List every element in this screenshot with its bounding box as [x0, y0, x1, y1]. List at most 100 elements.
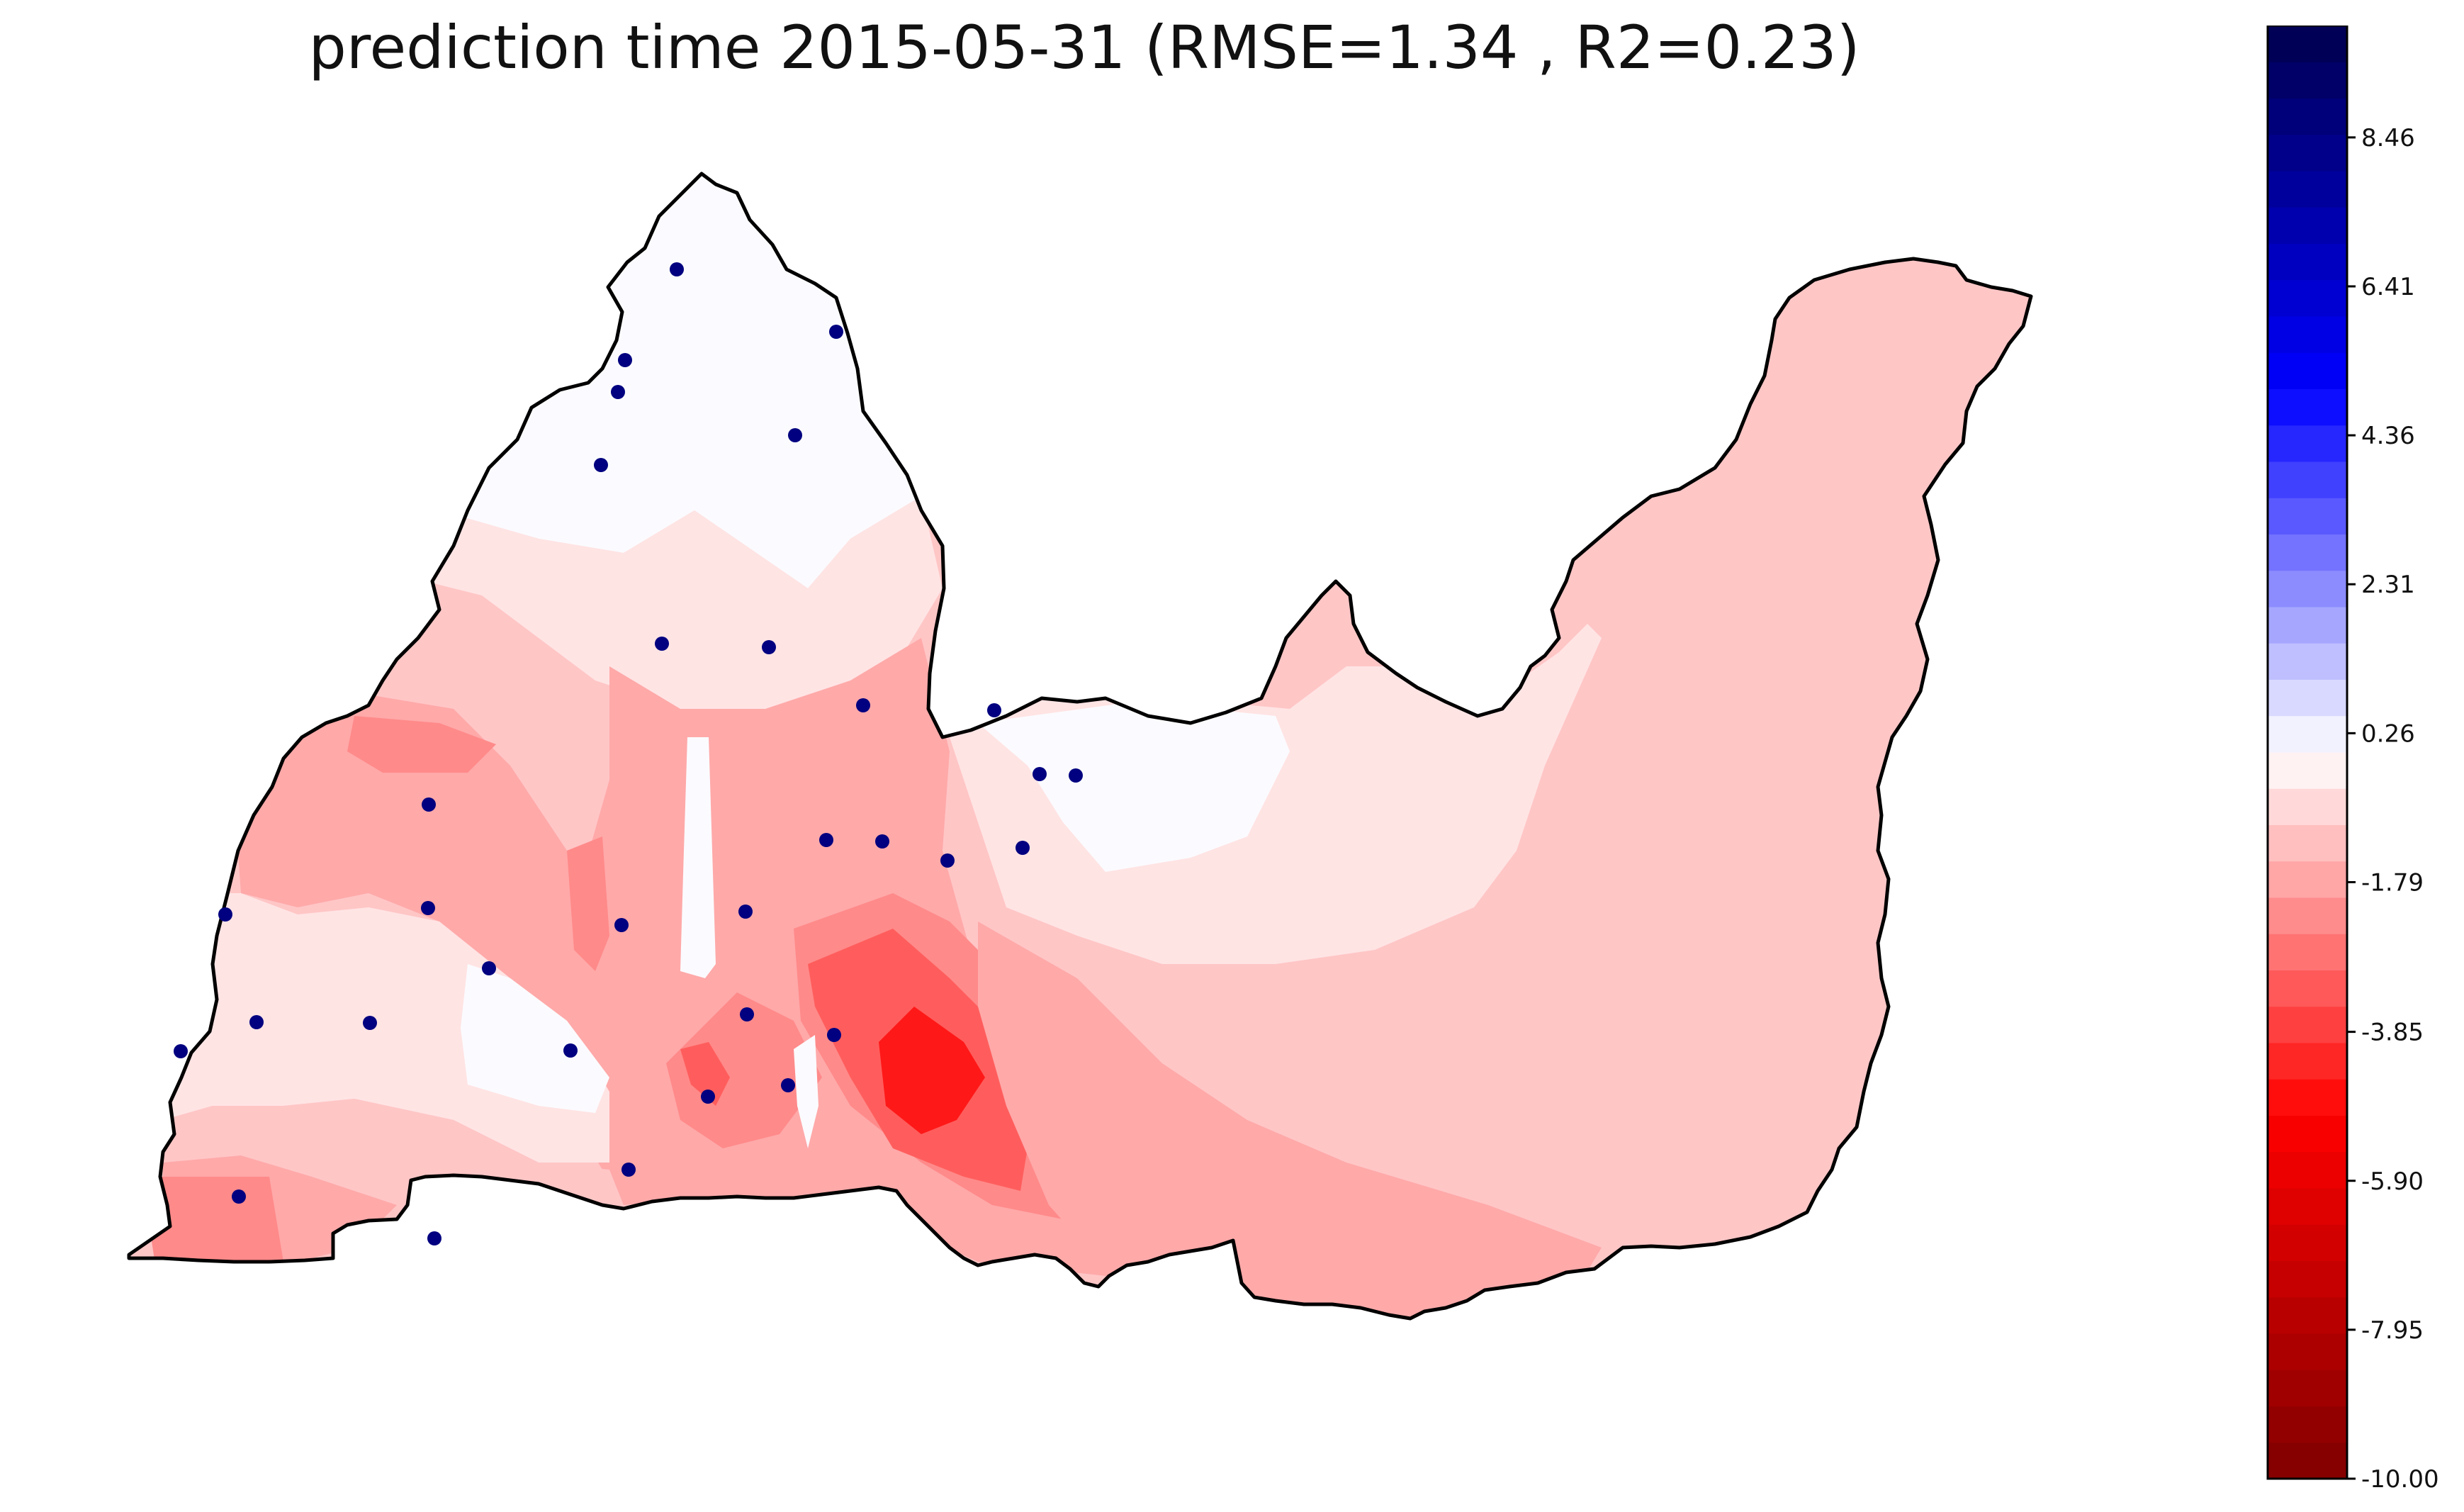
station-point: [856, 698, 870, 712]
colorbar-band: [2268, 1043, 2347, 1080]
colorbar-band: [2268, 861, 2347, 898]
colorbar-tick-label: 0.26: [2361, 719, 2415, 748]
station-point: [563, 1043, 578, 1058]
colorbar-band: [2268, 570, 2347, 607]
station-point: [875, 834, 889, 849]
colorbar-band: [2268, 316, 2347, 353]
contour-pale-patch: [163, 893, 609, 1163]
station-point: [363, 1016, 377, 1030]
colorbar-band: [2268, 643, 2347, 680]
colorbar-band: [2268, 1224, 2347, 1261]
contour-strong-patch: [347, 716, 496, 773]
colorbar-band: [2268, 1297, 2347, 1334]
colorbar-band: [2268, 171, 2347, 208]
station-point: [1033, 767, 1047, 781]
contour-strong-patch: [142, 1177, 283, 1269]
contour-mid-patch: [234, 695, 609, 1007]
colorbar-band: [2268, 1079, 2347, 1116]
contour-map: [127, 172, 2033, 1321]
colorbar-tick-label: 6.41: [2361, 273, 2415, 301]
station-point: [249, 1015, 264, 1029]
station-point: [701, 1090, 715, 1104]
station-point: [670, 262, 684, 276]
contour-white-patch: [680, 737, 716, 978]
colorbar-band: [2268, 461, 2347, 498]
colorbar-tick-label: 4.36: [2361, 422, 2415, 450]
colorbar-band: [2268, 1442, 2347, 1479]
chart-title: prediction time 2015-05-31 (RMSE=1.34 , …: [308, 13, 1860, 82]
contour-fills: [129, 174, 2031, 1318]
station-point: [655, 637, 669, 651]
contour-pale-patch: [383, 496, 943, 709]
colorbar-band: [2268, 1188, 2347, 1225]
colorbar-band: [2268, 534, 2347, 571]
colorbar-band: [2268, 752, 2347, 789]
station-point: [611, 385, 625, 399]
contour-white-patch: [461, 964, 609, 1113]
colorbar-tick-label: 2.31: [2361, 571, 2415, 599]
station-point: [174, 1044, 188, 1058]
station-point: [1016, 841, 1030, 855]
colorbar-band: [2268, 388, 2347, 426]
station-point: [232, 1189, 246, 1204]
colorbar-band: [2268, 98, 2347, 135]
contour-strong-patch: [567, 836, 609, 971]
colorbar: 8.46 6.41 4.36 2.31 0.26 -1.79 -3.85 -5.90 -7.95…: [2266, 26, 2439, 1494]
colorbar-band: [2268, 824, 2347, 862]
station-point: [422, 797, 436, 812]
contour-hot-patch: [680, 1042, 730, 1106]
station-point: [421, 901, 435, 915]
contour-mid-patch: [978, 922, 1602, 1318]
colorbar-band: [2268, 1370, 2347, 1406]
station-point: [781, 1078, 795, 1092]
colorbar-band: [2268, 1006, 2347, 1043]
station-point: [618, 353, 632, 367]
station-point: [819, 833, 833, 847]
station-point: [738, 905, 753, 919]
contour-strong-patch: [666, 992, 822, 1148]
station-point: [740, 1007, 754, 1021]
colorbar-band: [2268, 498, 2347, 534]
colorbar-tick-label: 8.46: [2361, 124, 2415, 152]
colorbar-band: [2268, 788, 2347, 825]
colorbar-band: [2268, 352, 2347, 389]
colorbar-band: [2268, 679, 2347, 717]
colorbar-band: [2268, 970, 2347, 1007]
contour-white-patch: [794, 1035, 818, 1148]
station-point: [614, 918, 629, 932]
station-point: [427, 1231, 441, 1245]
station-point: [621, 1163, 636, 1177]
colorbar-band: [2268, 607, 2347, 644]
colorbar-band: [2268, 897, 2347, 934]
station-point: [987, 703, 1001, 717]
station-point: [594, 458, 608, 472]
colorbar-tick-label: -10.00: [2361, 1465, 2439, 1494]
station-point: [829, 325, 843, 339]
station-point: [827, 1028, 841, 1042]
station-point: [1069, 768, 1083, 783]
station-point: [218, 907, 232, 922]
station-points: [174, 262, 1083, 1245]
colorbar-tick-label: -5.90: [2361, 1167, 2424, 1196]
region-outline: [127, 172, 2033, 1321]
colorbar-band: [2268, 1406, 2347, 1443]
station-point: [940, 853, 955, 868]
colorbar-band: [2268, 243, 2347, 281]
colorbar-band: [2268, 425, 2347, 462]
colorbar-tick-label: -3.85: [2361, 1019, 2424, 1047]
colorbar-band: [2268, 934, 2347, 970]
colorbar-band: [2268, 279, 2347, 317]
colorbar-band: [2268, 715, 2347, 753]
colorbar-band: [2268, 62, 2347, 99]
colorbar-tick-label: -7.95: [2361, 1316, 2424, 1345]
station-point: [788, 428, 802, 442]
station-point: [482, 961, 496, 975]
colorbar-bands: [2268, 26, 2347, 1479]
station-point: [762, 640, 776, 654]
colorbar-frame: [2266, 26, 2348, 1480]
colorbar-band: [2268, 134, 2347, 172]
colorbar-band: [2268, 1260, 2347, 1298]
contour-white-patch: [978, 702, 1290, 872]
contour-core-patch: [900, 1035, 957, 1106]
colorbar-ticks: 8.46 6.41 4.36 2.31 0.26 -1.79 -3.85 -5.90 -7.95…: [2347, 124, 2439, 1494]
